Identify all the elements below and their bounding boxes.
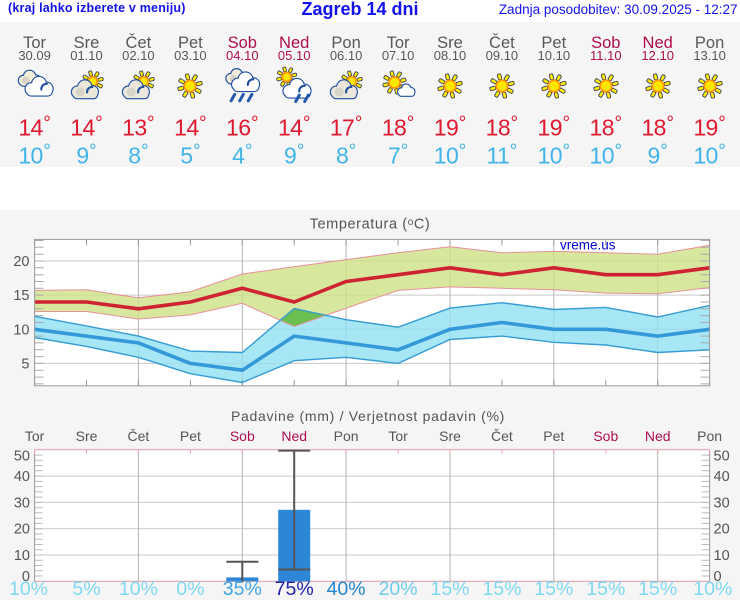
svg-text:50: 50 <box>14 449 30 465</box>
svg-text:10: 10 <box>714 548 730 564</box>
svg-text:20: 20 <box>14 522 30 538</box>
svg-text:0: 0 <box>22 569 30 585</box>
svg-text:20: 20 <box>714 522 730 538</box>
svg-text:20: 20 <box>13 254 29 270</box>
svg-text:40: 40 <box>14 469 30 485</box>
svg-text:15: 15 <box>13 288 29 304</box>
svg-text:30: 30 <box>714 495 730 511</box>
svg-text:50: 50 <box>714 449 730 465</box>
svg-text:5: 5 <box>21 356 29 372</box>
svg-text:30: 30 <box>14 495 30 511</box>
svg-text:10: 10 <box>13 322 29 338</box>
svg-text:10: 10 <box>14 548 30 564</box>
svg-text:vreme.us: vreme.us <box>560 238 616 253</box>
svg-text:0: 0 <box>714 569 722 585</box>
svg-text:40: 40 <box>714 469 730 485</box>
